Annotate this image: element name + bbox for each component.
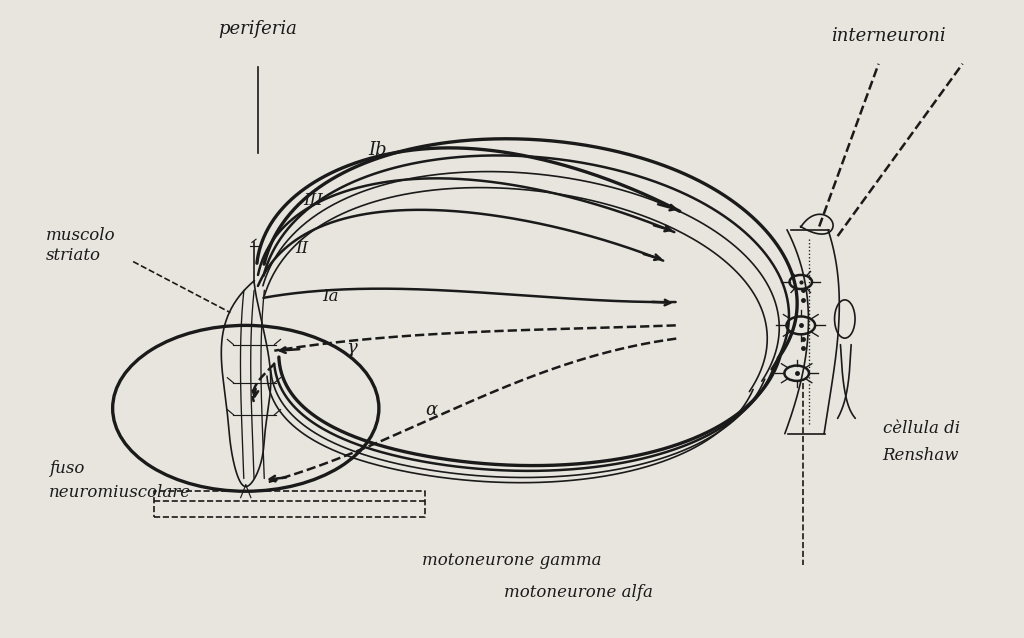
Text: α: α	[425, 401, 437, 419]
Text: fuso: fuso	[49, 461, 85, 477]
Text: interneuroni: interneuroni	[831, 27, 946, 45]
Text: cèllula di: cèllula di	[883, 420, 959, 437]
Text: Ia: Ia	[323, 288, 339, 305]
Text: periferia: periferia	[218, 20, 298, 38]
Text: neuromiuscolare: neuromiuscolare	[49, 484, 191, 501]
Text: motoneurone alfa: motoneurone alfa	[504, 584, 653, 600]
Text: Ib: Ib	[369, 141, 387, 159]
Text: motoneurone gamma: motoneurone gamma	[422, 552, 602, 568]
Text: II: II	[295, 241, 308, 257]
Text: γ: γ	[346, 339, 356, 357]
Text: muscolo
striato: muscolo striato	[46, 227, 116, 264]
Text: Renshaw: Renshaw	[883, 447, 959, 464]
Text: III: III	[303, 193, 323, 209]
